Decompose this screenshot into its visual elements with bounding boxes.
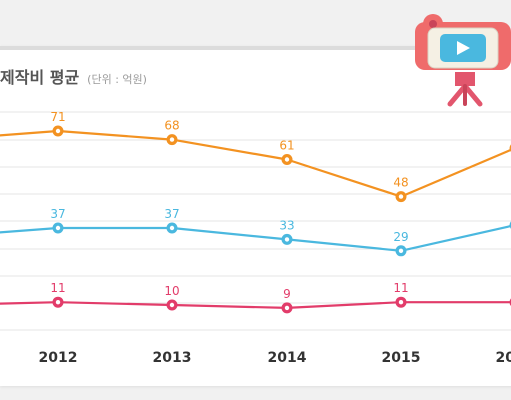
data-point-core-2-1 [55, 300, 61, 305]
camera-body [415, 14, 511, 70]
x-tick-label-1: 2013 [153, 350, 192, 366]
x-tick-label-4: 2016 [496, 350, 511, 366]
data-label-2-2: 10 [164, 284, 179, 298]
data-label-2-3: 9 [283, 287, 291, 301]
play-icon [457, 41, 470, 55]
data-point-core-0-3 [284, 157, 290, 162]
data-point-core-1-2 [169, 225, 175, 231]
data-point-core-0-1 [55, 128, 61, 134]
data-label-2-1: 11 [50, 281, 65, 295]
chart-unit-label: (단위 : 억원) [87, 73, 147, 86]
data-label-0-3: 61 [279, 139, 294, 153]
series-line-2 [0, 301, 511, 309]
data-label-0-2: 68 [164, 119, 179, 133]
data-point-core-1-3 [284, 237, 290, 242]
data-point-core-2-4 [398, 300, 404, 305]
series-line-1 [0, 224, 511, 252]
chart-title: 제작비 평균 [0, 68, 80, 87]
series-line-0 [0, 129, 511, 198]
data-point-core-1-4 [398, 248, 404, 253]
data-label-0-1: 71 [50, 110, 65, 124]
chart-header: 제작비 평균 (단위 : 억원) [0, 64, 147, 88]
x-tick-label-3: 2015 [382, 350, 421, 366]
data-label-1-1: 37 [50, 207, 65, 221]
x-tick-label-0: 2012 [39, 350, 78, 366]
data-label-2-4: 11 [393, 281, 408, 295]
data-point-core-1-1 [55, 225, 61, 231]
x-tick-label-2: 2014 [268, 350, 307, 366]
data-point-core-0-4 [398, 194, 404, 199]
data-label-0-4: 48 [393, 176, 408, 190]
data-point-core-0-2 [169, 137, 175, 142]
data-label-1-2: 37 [164, 207, 179, 221]
data-point-core-2-3 [284, 305, 290, 311]
data-point-core-2-2 [169, 302, 175, 308]
tripod-icon [447, 72, 483, 107]
data-label-1-4: 29 [393, 230, 408, 244]
data-label-1-3: 33 [279, 218, 294, 232]
chart-card [0, 46, 511, 386]
